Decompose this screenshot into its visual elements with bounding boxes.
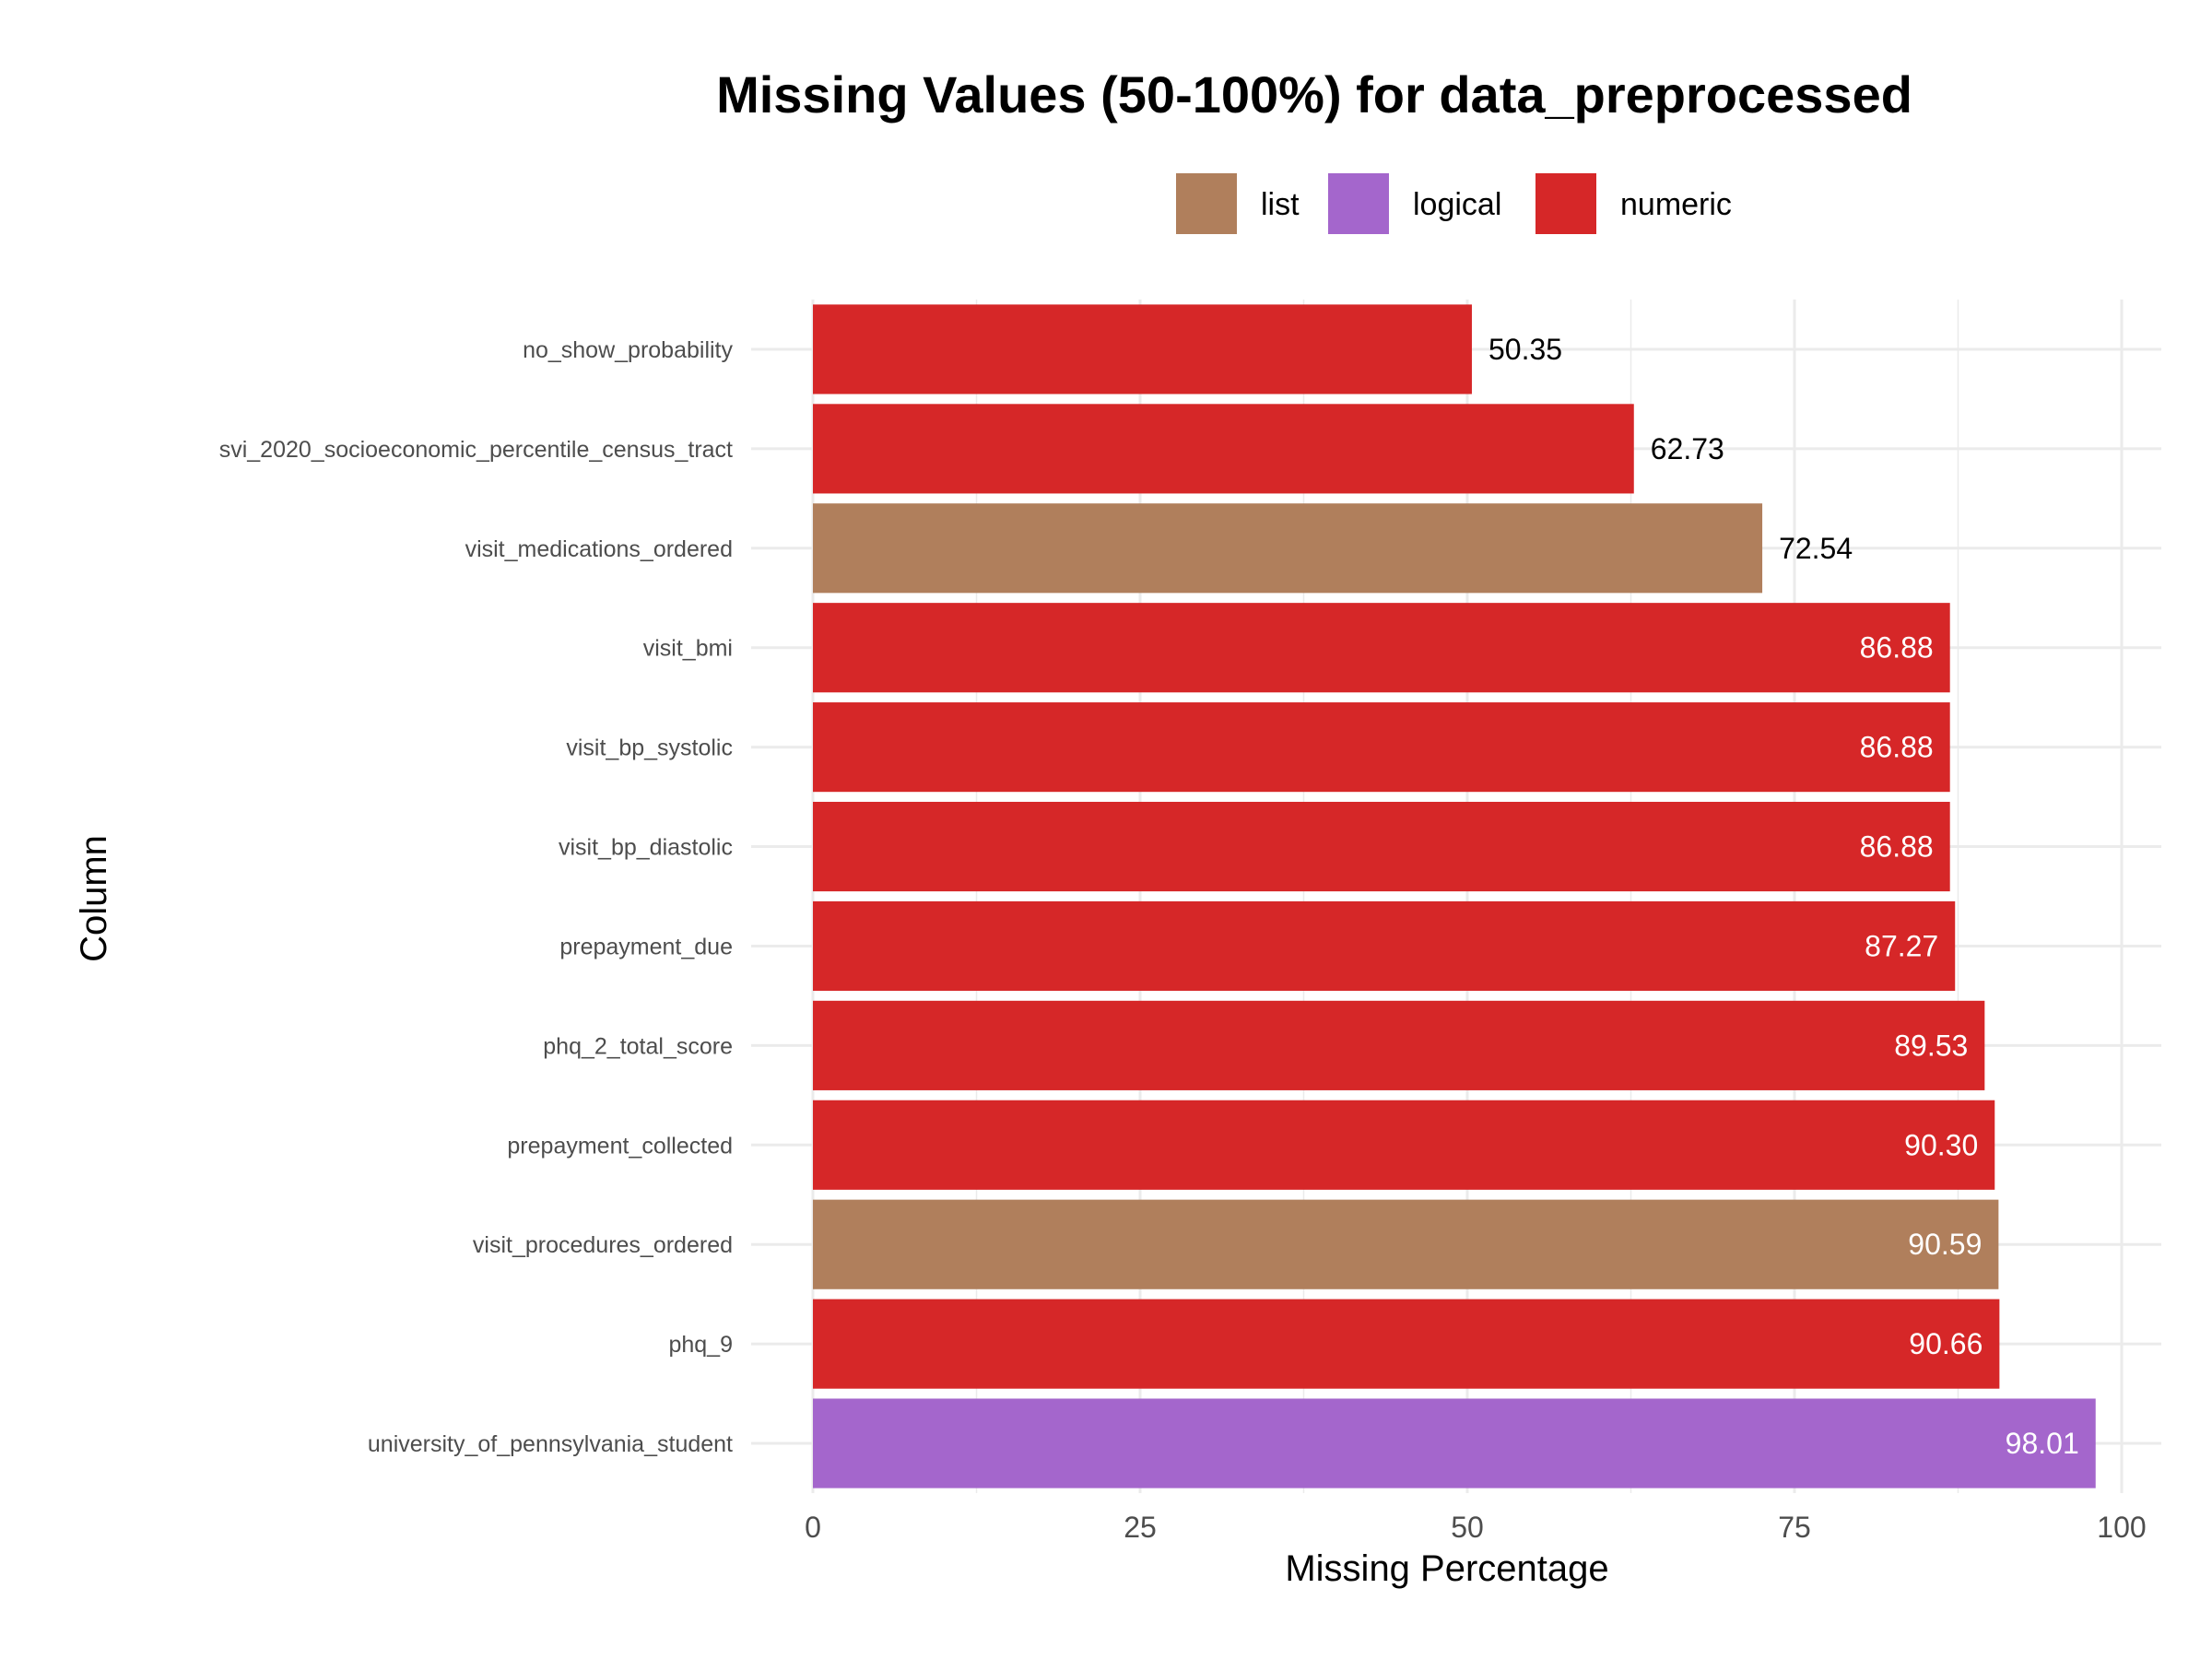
bar-value-label: 50.35 bbox=[1488, 333, 1562, 366]
bar bbox=[813, 304, 1472, 394]
bar-value-label: 86.88 bbox=[1860, 731, 1934, 764]
x-axis-title: Missing Percentage bbox=[1285, 1548, 1608, 1589]
y-tick-label: svi_2020_socioeconomic_percentile_census… bbox=[219, 437, 733, 463]
y-tick-label: visit_bp_diastolic bbox=[559, 835, 733, 861]
bar-value-label: 89.53 bbox=[1894, 1029, 1968, 1062]
x-tick-label: 25 bbox=[1124, 1511, 1157, 1544]
x-tick-label: 75 bbox=[1778, 1511, 1811, 1544]
bar bbox=[813, 702, 1950, 793]
y-tick-label: no_show_probability bbox=[523, 337, 733, 363]
bar-value-label: 86.88 bbox=[1860, 830, 1934, 864]
bar bbox=[813, 1398, 2096, 1488]
y-tick-label: phq_9 bbox=[668, 1332, 733, 1358]
legend-label: logical bbox=[1413, 187, 1501, 222]
bar bbox=[813, 404, 1634, 494]
bar-value-label: 98.01 bbox=[2006, 1427, 2079, 1460]
legend-key bbox=[1328, 173, 1389, 234]
bar-value-label: 90.30 bbox=[1904, 1128, 1978, 1161]
x-tick-label: 100 bbox=[2097, 1511, 2146, 1544]
x-tick-labels: 0 25 50 75 100 bbox=[805, 1511, 2147, 1544]
bar bbox=[813, 1100, 1995, 1190]
bar bbox=[813, 1000, 1985, 1090]
legend-label: list bbox=[1261, 187, 1300, 222]
bars: 50.35 62.73 72.54 86.88 86.88 86.88 87.27 89.53… bbox=[813, 304, 2096, 1488]
category-labels: no_show_probability svi_2020_socioeconomi… bbox=[219, 337, 734, 1457]
bar bbox=[813, 1299, 2000, 1389]
y-tick-label: prepayment_collected bbox=[507, 1133, 733, 1159]
bar bbox=[813, 603, 1950, 693]
bar-value-label: 87.27 bbox=[1865, 929, 1938, 962]
legend: list logical numeric bbox=[1176, 173, 1732, 234]
bar-value-label: 86.88 bbox=[1860, 631, 1934, 665]
chart-title: Missing Values (50-100%) for data_prepro… bbox=[716, 65, 1912, 124]
y-tick-label: phq_2_total_score bbox=[543, 1033, 733, 1059]
legend-key bbox=[1535, 173, 1596, 234]
y-tick-label: prepayment_due bbox=[559, 934, 733, 959]
x-tick-label: 50 bbox=[1451, 1511, 1484, 1544]
bar-value-label: 72.54 bbox=[1779, 532, 1853, 565]
y-tick-label: visit_bmi bbox=[643, 636, 733, 662]
y-axis-title: Column bbox=[74, 835, 114, 962]
bar-value-label: 90.66 bbox=[1909, 1327, 1983, 1360]
legend-label: numeric bbox=[1620, 187, 1732, 222]
y-tick-label: university_of_pennsylvania_student bbox=[368, 1431, 733, 1457]
bar-value-label: 90.59 bbox=[1908, 1228, 1982, 1261]
bar-value-label: 62.73 bbox=[1651, 432, 1724, 465]
bar bbox=[813, 1199, 1999, 1289]
y-tick-label: visit_bp_systolic bbox=[566, 735, 733, 761]
bar bbox=[813, 801, 1950, 892]
y-tick-label: visit_procedures_ordered bbox=[473, 1232, 733, 1258]
y-tick-label: visit_medications_ordered bbox=[465, 536, 733, 562]
bar bbox=[813, 900, 1956, 992]
bar bbox=[813, 503, 1763, 594]
legend-key bbox=[1176, 173, 1237, 234]
x-tick-label: 0 bbox=[805, 1511, 821, 1544]
